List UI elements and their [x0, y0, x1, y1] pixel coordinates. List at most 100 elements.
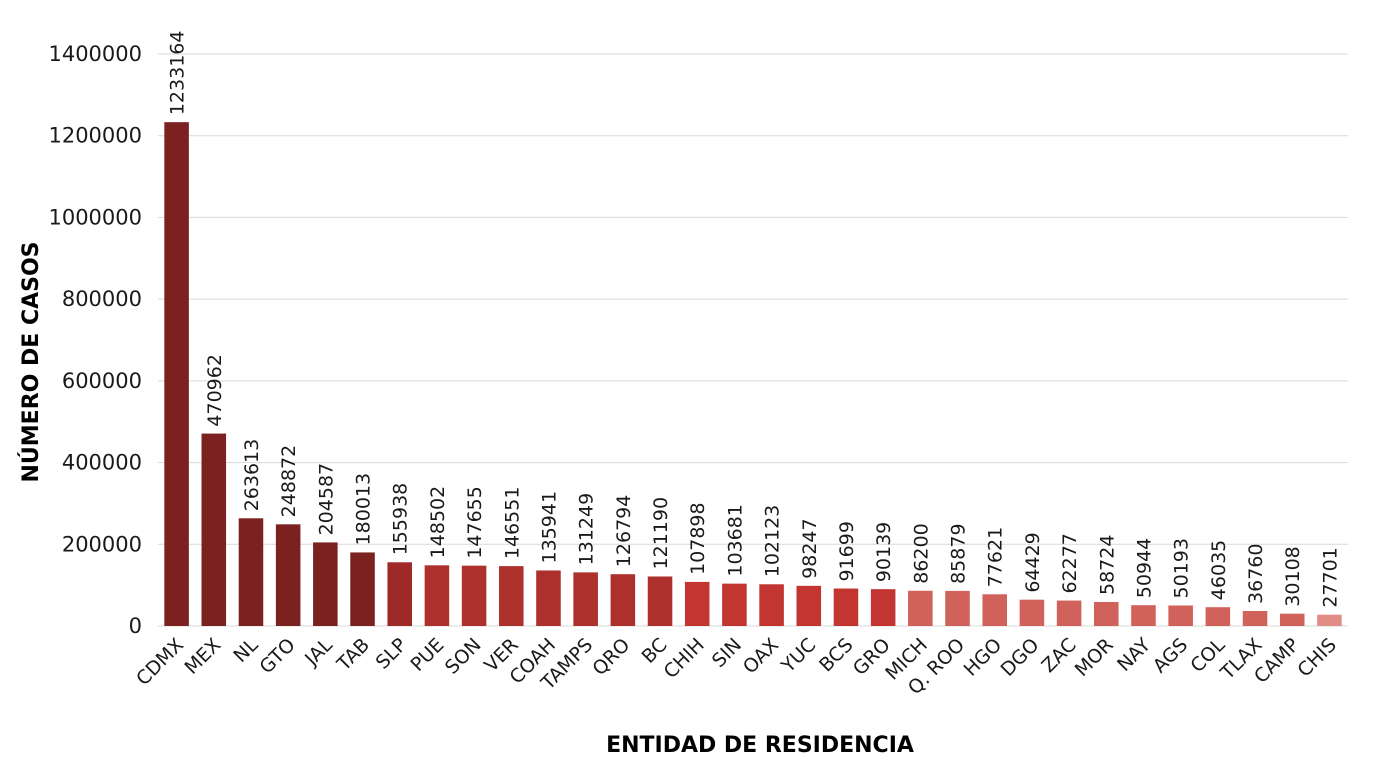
data-label: 148502 — [427, 486, 449, 559]
data-label: 50944 — [1133, 538, 1155, 598]
bar — [610, 574, 636, 626]
x-tick-label: TAB — [332, 634, 374, 676]
bar — [1242, 610, 1268, 626]
x-tick-label: CHIS — [1293, 634, 1341, 682]
bar — [870, 589, 896, 626]
data-label: 126794 — [613, 495, 635, 568]
data-label: 135941 — [538, 491, 560, 564]
y-tick-label: 0 — [129, 614, 142, 638]
y-axis-title: NÚMERO DE CASOS — [18, 241, 44, 482]
y-tick-label: 400000 — [62, 451, 142, 475]
y-tick-label: 200000 — [62, 532, 142, 556]
data-label: 146551 — [501, 487, 523, 560]
x-tick-label: GTO — [255, 634, 299, 678]
x-tick-label: BCS — [815, 634, 857, 676]
bar — [1317, 614, 1342, 626]
data-label: 180013 — [353, 473, 375, 546]
x-axis-title: ENTIDAD DE RESIDENCIA — [606, 733, 914, 758]
data-label: 58724 — [1096, 535, 1118, 595]
y-axis-ticks: 0 200000 400000 600000 800000 1000000 1200000 1… — [48, 42, 142, 638]
x-tick-label: ZAC — [1038, 634, 1081, 677]
data-label: 103681 — [724, 504, 746, 577]
bar — [1094, 602, 1119, 626]
bar — [722, 583, 747, 626]
bar — [1168, 605, 1193, 626]
bar — [350, 552, 375, 626]
bar — [164, 122, 189, 626]
data-label: 90139 — [873, 522, 895, 582]
y-tick-label: 800000 — [62, 287, 142, 311]
bar — [1019, 599, 1045, 626]
data-label: 98247 — [799, 518, 821, 578]
bar — [1279, 613, 1305, 626]
bar — [536, 570, 561, 626]
bar — [201, 433, 227, 626]
data-label: 204587 — [315, 463, 337, 536]
gridlines — [158, 53, 1348, 627]
x-tick-label: NAY — [1113, 634, 1155, 676]
bar — [387, 562, 412, 626]
bar — [982, 594, 1007, 626]
bar — [461, 565, 487, 626]
data-label: 1233164 — [167, 31, 189, 116]
data-label: 30108 — [1282, 546, 1304, 606]
bar — [908, 590, 933, 626]
data-label: 155938 — [390, 483, 412, 556]
data-label: 263613 — [241, 439, 263, 512]
bar — [313, 542, 338, 626]
data-label: 50193 — [1171, 538, 1193, 598]
x-tick-label: AGS — [1149, 634, 1192, 677]
bars — [164, 122, 1342, 626]
y-tick-label: 1000000 — [48, 205, 142, 229]
x-tick-label: SON — [441, 634, 486, 679]
data-label: 107898 — [687, 502, 709, 575]
data-label: 64429 — [1022, 532, 1044, 592]
x-tick-label: JAL — [300, 634, 337, 671]
data-label: 27701 — [1319, 547, 1341, 607]
bar — [424, 565, 450, 626]
x-tick-label: SIN — [708, 634, 746, 672]
data-labels: 1233164 470962 263613 248872 204587 180013 155… — [167, 31, 1342, 608]
x-tick-label: QRO — [588, 634, 634, 680]
bar — [1205, 607, 1231, 626]
x-tick-label: HGO — [960, 634, 1007, 681]
data-label: 470962 — [204, 354, 226, 427]
bar — [647, 576, 673, 626]
data-label: 91699 — [836, 521, 858, 581]
bar — [796, 585, 822, 626]
x-tick-label: OAX — [739, 634, 783, 678]
y-tick-label: 1200000 — [48, 124, 142, 148]
x-tick-label: YUC — [777, 634, 821, 678]
x-tick-label: CHIH — [660, 634, 709, 683]
x-tick-label: SLP — [372, 634, 412, 674]
x-tick-label: MEX — [180, 634, 225, 679]
bar — [684, 581, 710, 626]
data-label: 147655 — [464, 486, 486, 559]
bar — [945, 590, 970, 626]
data-label: 131249 — [576, 493, 598, 566]
data-label: 86200 — [910, 523, 932, 583]
data-label: 121190 — [650, 497, 672, 570]
data-label: 77621 — [985, 527, 1007, 587]
y-tick-label: 1400000 — [48, 42, 142, 66]
data-label: 62277 — [1059, 533, 1081, 593]
x-tick-label: DGO — [997, 634, 1044, 681]
bar — [759, 584, 784, 626]
data-label: 46035 — [1208, 540, 1230, 600]
bar — [499, 566, 524, 626]
data-label: 85879 — [948, 523, 970, 583]
data-label: 248872 — [278, 445, 300, 518]
data-label: 36760 — [1245, 544, 1267, 604]
bar — [573, 572, 598, 626]
y-tick-label: 600000 — [62, 369, 142, 393]
x-tick-label: PUE — [406, 634, 448, 676]
bar — [1056, 600, 1082, 626]
x-tick-label: CDMX — [132, 634, 188, 690]
bar — [1131, 605, 1156, 626]
bar — [833, 588, 859, 626]
bar — [238, 518, 264, 626]
bar — [275, 524, 301, 626]
x-tick-label: MOR — [1071, 634, 1118, 681]
